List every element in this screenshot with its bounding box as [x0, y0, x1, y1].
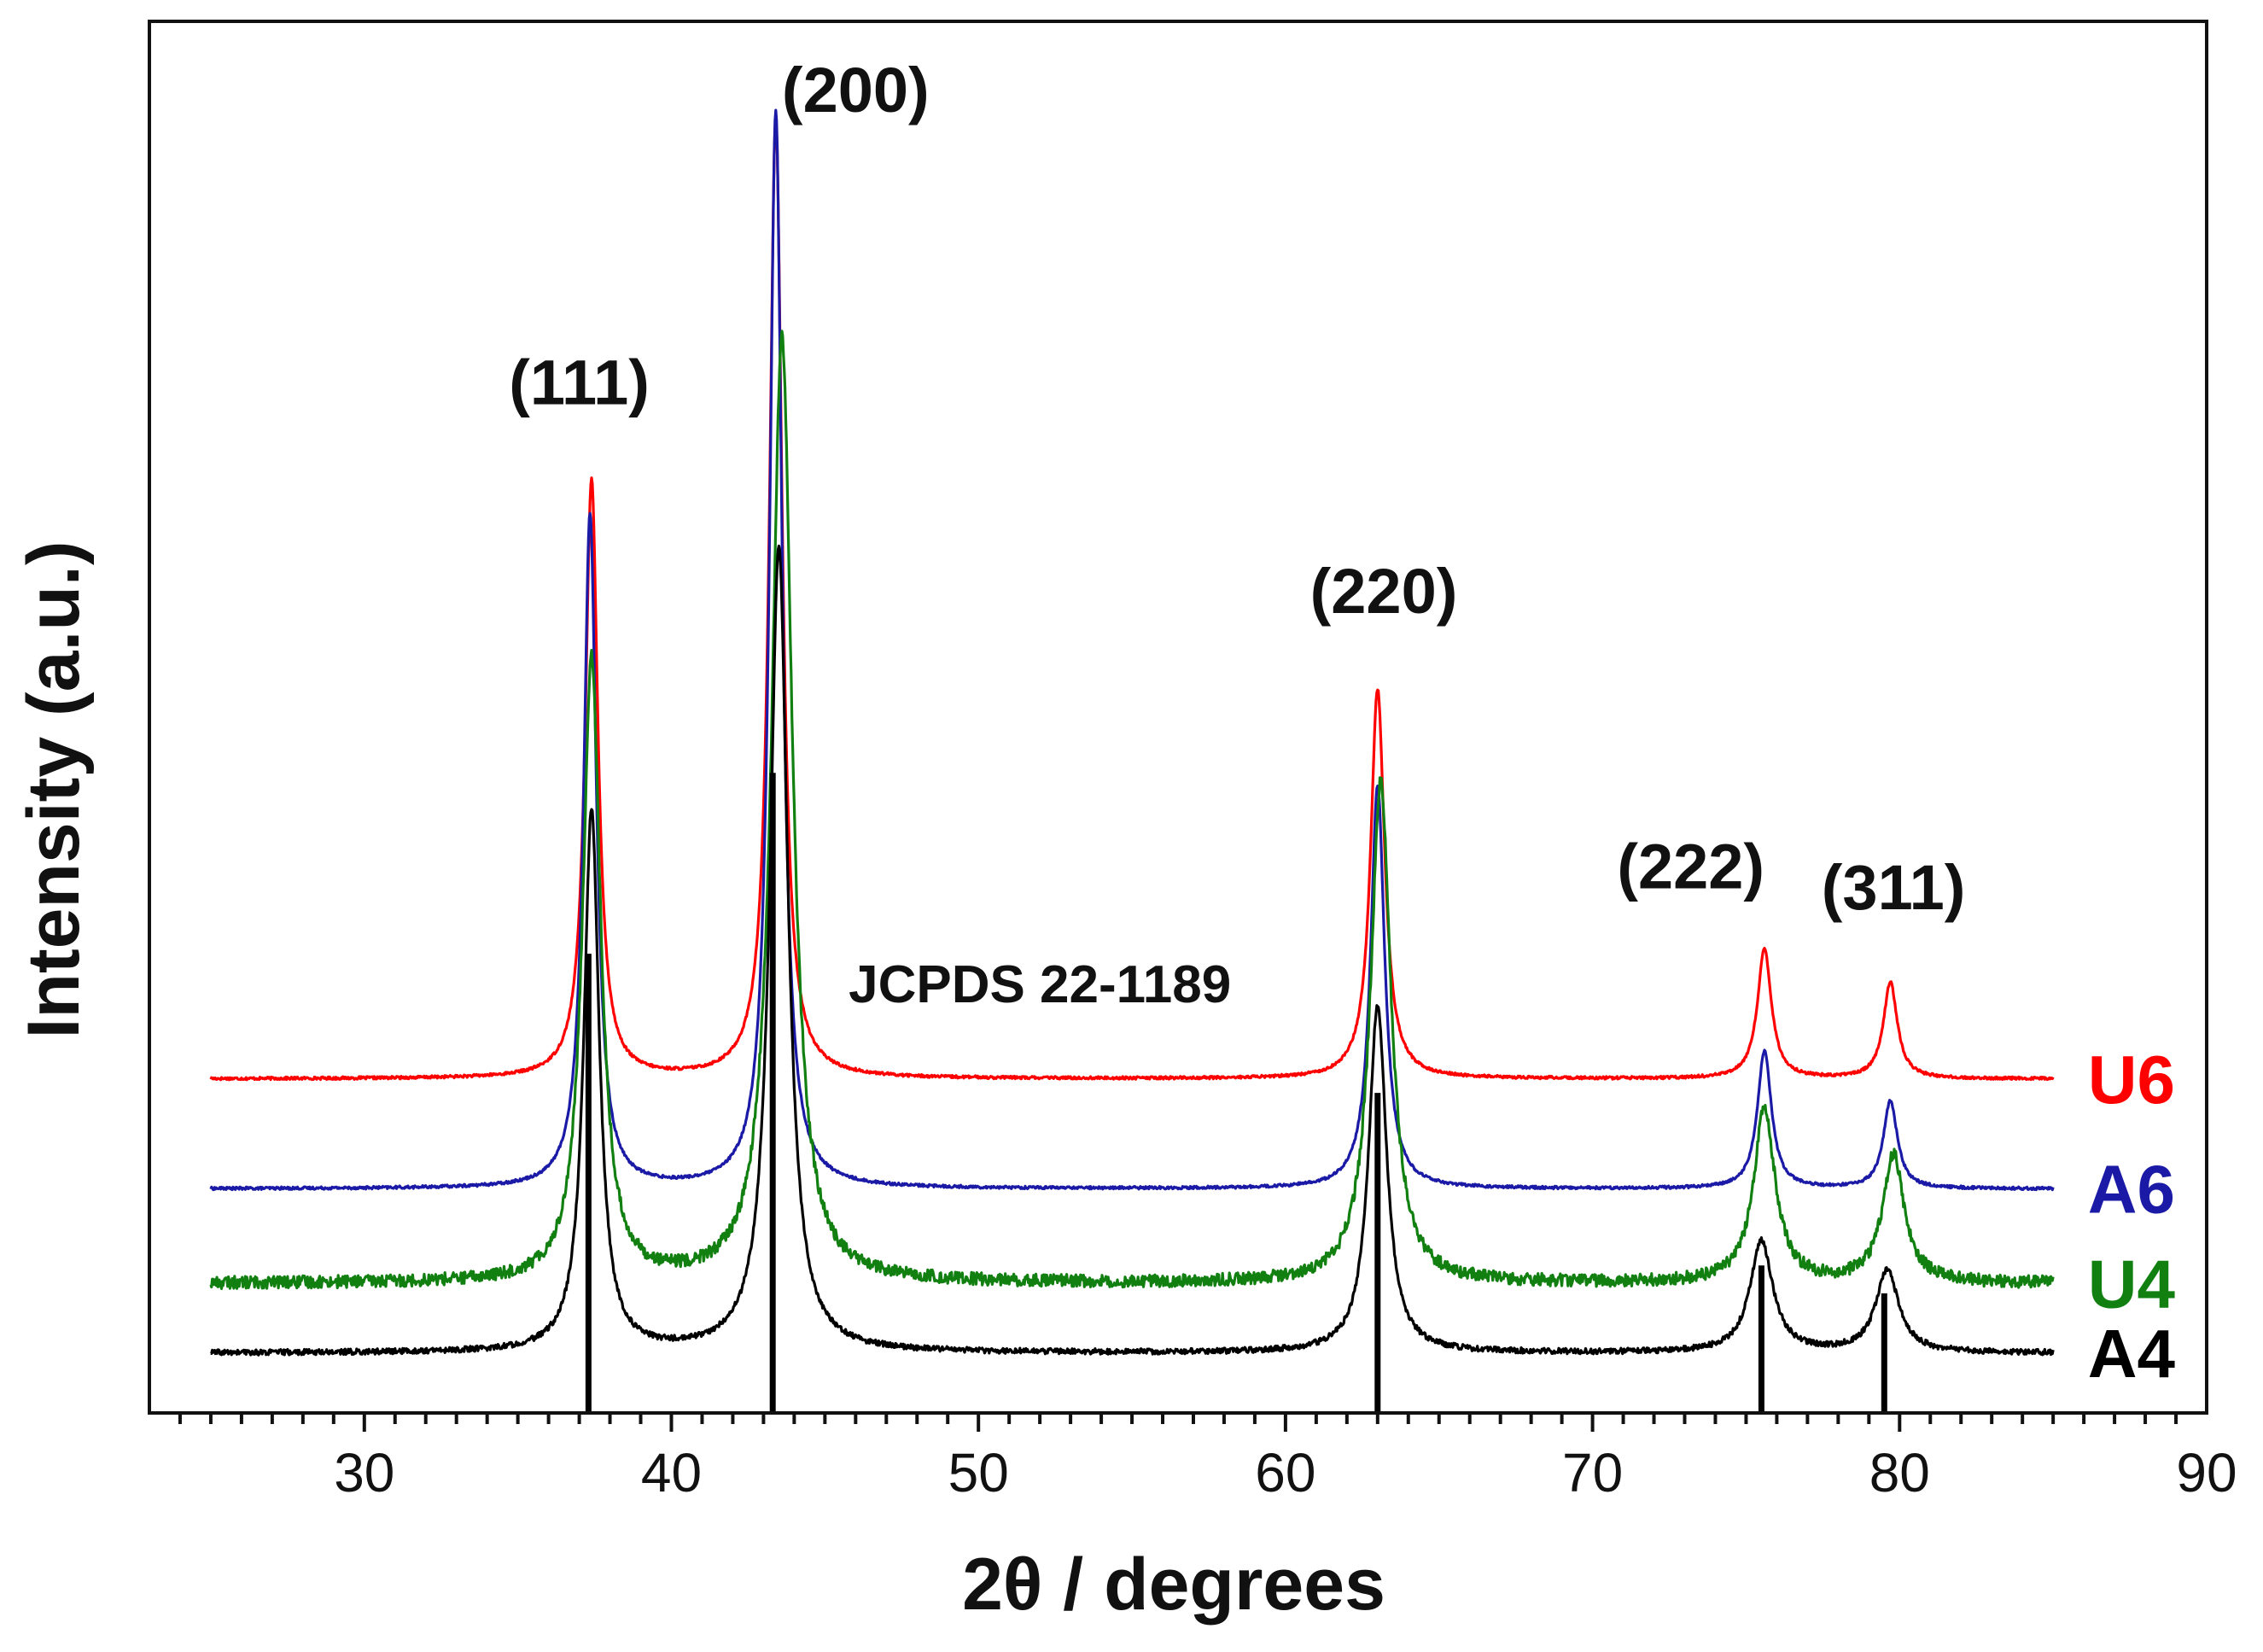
- peak-label: (222): [1617, 831, 1764, 902]
- x-tick-label: 40: [641, 1442, 702, 1503]
- x-tick-label: 30: [334, 1442, 394, 1503]
- series-label-u4: U4: [2088, 1246, 2176, 1322]
- plot-frame: [148, 20, 2208, 1415]
- series-line-u6: [209, 115, 2055, 1082]
- x-tick-label: 60: [1255, 1442, 1315, 1503]
- x-tick-label: 50: [948, 1442, 1009, 1503]
- peak-label: (111): [509, 347, 650, 417]
- x-axis-title: 2θ / degrees: [962, 1544, 1385, 1626]
- reference-label: JCPDS 22-1189: [849, 955, 1231, 1014]
- series-label-a4: A4: [2088, 1316, 2176, 1392]
- peak-label: (200): [782, 55, 930, 126]
- series-line-a4: [210, 544, 2055, 1357]
- y-axis-title: Intensity (a.u.): [13, 541, 95, 1039]
- series-layer: [209, 108, 2055, 1357]
- series-label-a6: A6: [2088, 1152, 2175, 1228]
- x-tick-label: 90: [2176, 1442, 2237, 1503]
- series-line-a6: [209, 108, 2055, 1192]
- x-tick-label: 70: [1562, 1442, 1623, 1503]
- peak-annotations: (111) (200) (220) (222) (311) JCPDS 22-1189: [509, 55, 1965, 1014]
- series-label-u6: U6: [2088, 1042, 2175, 1118]
- peak-label: (220): [1310, 556, 1458, 627]
- x-axis-ticks: 30 40 50 60 70 80 90: [178, 1413, 2237, 1503]
- series-line-u4: [209, 330, 2055, 1290]
- peak-label: (311): [1822, 852, 1966, 923]
- x-tick-label: 80: [1869, 1442, 1930, 1503]
- reference-sticks: [585, 773, 1887, 1413]
